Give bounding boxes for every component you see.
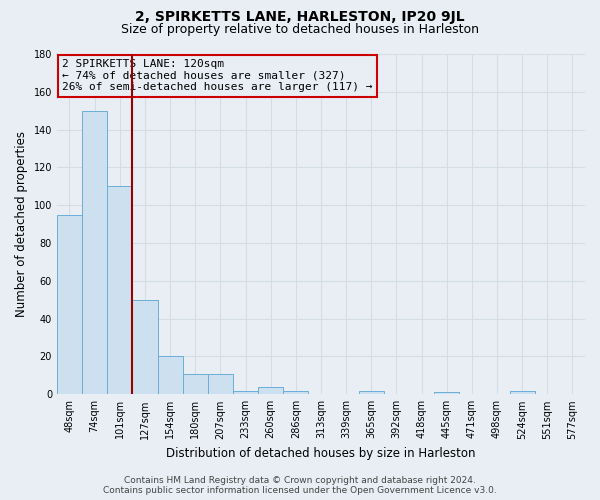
Bar — [182, 374, 208, 394]
Text: 2 SPIRKETTS LANE: 120sqm
← 74% of detached houses are smaller (327)
26% of semi-: 2 SPIRKETTS LANE: 120sqm ← 74% of detach… — [62, 59, 373, 92]
Y-axis label: Number of detached properties: Number of detached properties — [15, 131, 28, 317]
Text: 2, SPIRKETTS LANE, HARLESTON, IP20 9JL: 2, SPIRKETTS LANE, HARLESTON, IP20 9JL — [135, 10, 465, 24]
Text: Size of property relative to detached houses in Harleston: Size of property relative to detached ho… — [121, 22, 479, 36]
Bar — [133, 300, 158, 394]
Text: Contains HM Land Registry data © Crown copyright and database right 2024.
Contai: Contains HM Land Registry data © Crown c… — [103, 476, 497, 495]
Bar — [509, 390, 535, 394]
Bar — [208, 374, 233, 394]
Bar — [158, 356, 182, 395]
Bar — [434, 392, 459, 394]
Bar — [82, 110, 107, 395]
Bar — [258, 386, 283, 394]
Bar — [107, 186, 133, 394]
Bar — [233, 390, 258, 394]
Bar — [283, 390, 308, 394]
Bar — [359, 390, 384, 394]
Bar — [57, 214, 82, 394]
X-axis label: Distribution of detached houses by size in Harleston: Distribution of detached houses by size … — [166, 447, 476, 460]
